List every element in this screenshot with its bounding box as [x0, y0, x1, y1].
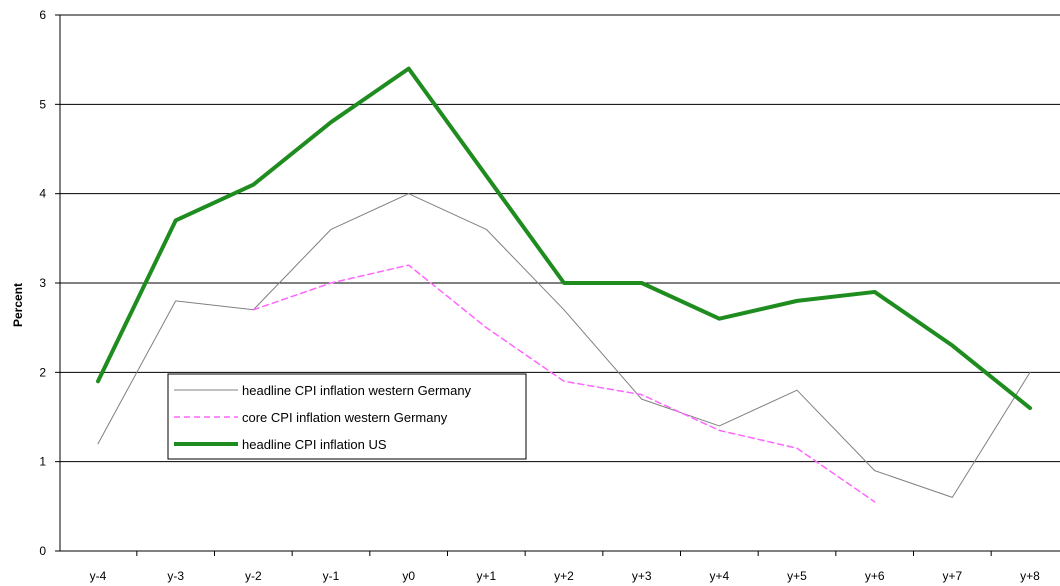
gridlines: [60, 14, 1060, 463]
y-tick-label: 3: [39, 276, 46, 290]
y-tick-label: 4: [39, 187, 46, 201]
x-tick-label: y+4: [709, 569, 729, 583]
legend-label: headline CPI inflation US: [242, 437, 387, 452]
x-tick-label: y+3: [632, 569, 652, 583]
y-tick-label: 6: [39, 8, 46, 22]
series-line-3: [96, 66, 1032, 411]
x-tick-label: y+2: [554, 569, 574, 583]
x-tick-label: y+6: [865, 569, 885, 583]
y-tick-label: 1: [39, 455, 46, 469]
y-tick-label: 2: [39, 365, 46, 379]
legend-label: core CPI inflation western Germany: [242, 410, 448, 425]
x-tick-label: y+8: [1020, 569, 1040, 583]
legend-label: headline CPI inflation western Germany: [242, 383, 472, 398]
y-tick-label: 5: [39, 97, 46, 111]
x-tick-label: y+7: [942, 569, 962, 583]
x-tick-label: y-3: [167, 569, 184, 583]
x-tick-labels: y-4 y-3 y-2 y-1 y0 y+1 y+2 y+3 y+4 y+5 y+6 y+7 y+8: [90, 551, 1040, 583]
x-tick-label: y-2: [245, 569, 262, 583]
series-lines: [96, 66, 1032, 503]
x-tick-label: y+1: [476, 569, 496, 583]
series-line-2: [252, 264, 876, 503]
y-tick-label: 0: [39, 544, 46, 558]
x-tick-label: y0: [402, 569, 415, 583]
y-axis-label: Percent: [11, 283, 25, 327]
x-tick-label: y-1: [323, 569, 340, 583]
x-tick-label: y-4: [90, 569, 107, 583]
x-tick-label: y+5: [787, 569, 807, 583]
y-tick-labels: 0 1 2 3 4 5 6: [39, 8, 60, 558]
legend: headline CPI inflation western Germany co…: [167, 373, 527, 460]
